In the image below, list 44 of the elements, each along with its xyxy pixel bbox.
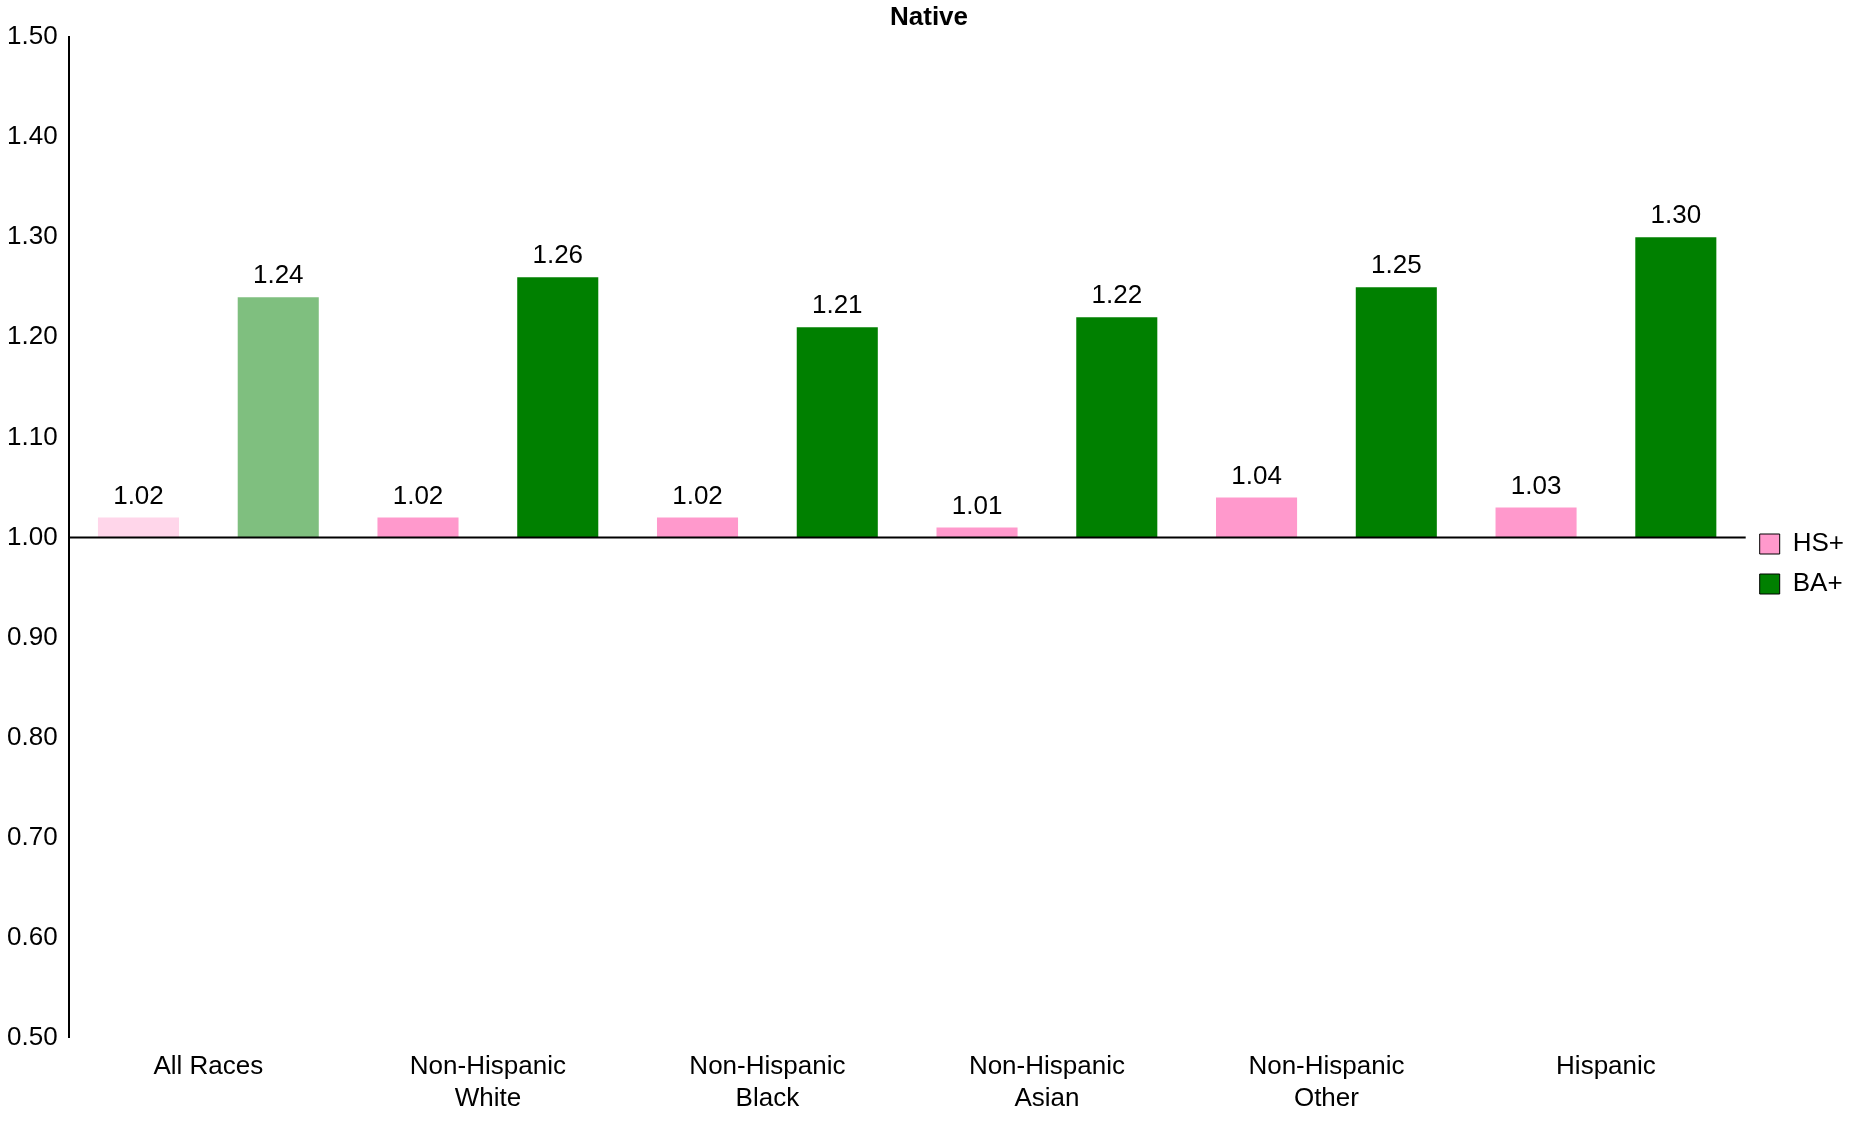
data-label: 1.26 (532, 239, 584, 270)
data-label: 1.25 (1371, 249, 1422, 280)
data-label: 1.30 (1650, 199, 1702, 230)
x-tick-label: All Races (153, 1050, 264, 1081)
bar (1495, 507, 1577, 538)
bar (97, 517, 180, 538)
y-tick-label: 0.80 (6, 720, 58, 751)
data-label: 1.01 (951, 489, 1003, 520)
data-label: 1.02 (113, 479, 164, 510)
y-tick-label: 0.60 (6, 920, 58, 951)
bar (237, 297, 319, 538)
data-label: 1.22 (1091, 279, 1143, 310)
legend-label: HS+ (1792, 527, 1845, 558)
y-tick-label: 1.30 (6, 220, 58, 251)
bar (1076, 317, 1158, 538)
x-tick-label: Non-Hispanic Asian (968, 1050, 1125, 1112)
bar (796, 327, 878, 538)
bar (1216, 497, 1298, 538)
data-label: 1.04 (1231, 459, 1282, 490)
bar (517, 277, 599, 538)
y-tick-label: 1.10 (6, 420, 58, 451)
data-label: 1.02 (392, 479, 444, 510)
bar (1355, 287, 1437, 538)
data-label: 1.03 (1510, 469, 1562, 500)
data-label: 1.02 (672, 479, 723, 510)
data-label: 1.24 (252, 259, 304, 290)
bar (377, 517, 459, 538)
data-label: 1.21 (811, 289, 863, 320)
y-tick-label: 0.70 (6, 820, 58, 851)
bar (656, 517, 739, 538)
x-tick-label: Hispanic (1556, 1050, 1656, 1081)
y-tick-label: 0.50 (6, 1020, 58, 1051)
y-tick-label: 1.40 (6, 120, 58, 151)
y-tick-label: 0.90 (6, 620, 58, 651)
x-tick-label: Non-Hispanic Black (689, 1050, 846, 1112)
x-tick-label: Non-Hispanic White (409, 1050, 566, 1112)
bar (1635, 237, 1717, 538)
chart-title: Native (889, 0, 969, 31)
y-tick-label: 1.20 (6, 320, 58, 351)
x-tick-label: Non-Hispanic Other (1248, 1050, 1405, 1112)
legend-label: BA+ (1792, 567, 1843, 598)
y-tick-label: 1.00 (6, 520, 58, 551)
y-tick-label: 1.50 (6, 20, 58, 51)
bar (936, 527, 1018, 538)
